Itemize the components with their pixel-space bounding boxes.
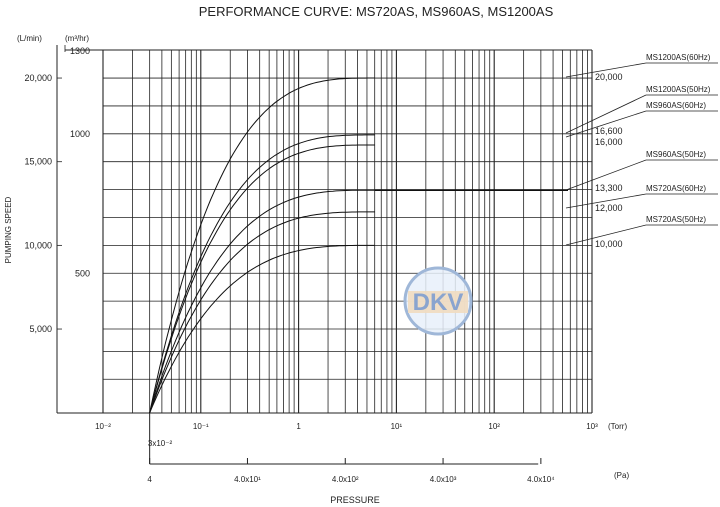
x-tick-label-pa: 4.0x10¹: [234, 475, 261, 484]
series-leader-line: [565, 62, 647, 78]
y-tick-label-m3hr: 1000: [70, 129, 90, 139]
watermark-text: DKV: [413, 289, 464, 316]
series-name-label: MS720AS(50Hz): [646, 215, 706, 224]
grid-lines: [65, 49, 593, 414]
x-tick-label-torr: 1: [296, 422, 301, 431]
series-leader-line: [565, 159, 647, 191]
y-tick-label-lmin: 5,000: [29, 324, 52, 334]
x-tick-label-pa: 4.0x10³: [430, 475, 457, 484]
series-end-value-label: 16,000: [595, 137, 623, 147]
y-tick-label-lmin: 20,000: [24, 73, 52, 83]
y-tick-label-lmin: 15,000: [24, 157, 52, 167]
y-unit-lmin: (L/min): [17, 34, 42, 43]
series-name-label: MS960AS(50Hz): [646, 150, 706, 159]
chart-title: PERFORMANCE CURVE: MS720AS, MS960AS, MS1…: [199, 4, 554, 19]
performance-curves: [149, 77, 568, 413]
series-end-value-label: 10,000: [595, 239, 623, 249]
x-tick-label-torr: 10³: [586, 422, 598, 431]
series-labels: MS1200AS(60Hz) 20,000 MS1200AS(50Hz) 16,600…: [565, 53, 718, 249]
y-unit-m3hr: (m³/hr): [65, 34, 89, 43]
y-tick-label-m3hr: 500: [75, 268, 90, 278]
series-curve: [149, 134, 375, 413]
series-leader-line: [565, 94, 647, 134]
series-name-label: MS720AS(60Hz): [646, 184, 706, 193]
x-start-label: 3x10⁻²: [148, 439, 173, 448]
x-tick-label-torr: 10²: [488, 422, 500, 431]
x-tick-label-torr: 10¹: [391, 422, 403, 431]
series-curve: [149, 189, 375, 413]
watermark-ring: [403, 266, 473, 336]
y-axis-title: PUMPING SPEED: [4, 196, 13, 263]
x-unit-torr: (Torr): [608, 422, 627, 431]
series-end-value-label: 16,600: [595, 126, 623, 136]
x-tick-label-pa: 4: [147, 475, 152, 484]
watermark-band: [408, 291, 468, 313]
dkv-watermark-logo: DKV: [403, 266, 473, 336]
x-tick-label-pa: 4.0x10⁴: [527, 475, 555, 484]
series-leader-line: [565, 193, 647, 209]
x-tick-label-pa: 4.0x10²: [332, 475, 359, 484]
series-end-value-label: 12,000: [595, 203, 623, 213]
y-tick-label-lmin: 10,000: [24, 240, 52, 250]
tick-labels: 20,000 15,000 10,000 5,000 1300 1000 500 10⁻² 10…: [24, 46, 598, 484]
x-axis-title: PRESSURE: [330, 495, 380, 505]
series-leader-line: [565, 224, 647, 246]
x-tick-label-torr: 10⁻¹: [193, 422, 209, 431]
x-unit-pa: (Pa): [614, 471, 629, 480]
axes: [56, 45, 542, 465]
series-curve: [149, 144, 375, 413]
series-curve: [149, 244, 375, 413]
series-end-value-label: 13,300: [595, 183, 623, 193]
series-name-label: MS960AS(60Hz): [646, 101, 706, 110]
series-curve: [149, 211, 375, 413]
series-curve: [149, 77, 375, 413]
series-name-label: MS1200AS(50Hz): [646, 85, 711, 94]
series-end-value-label: 20,000: [595, 72, 623, 82]
series-name-label: MS1200AS(60Hz): [646, 53, 711, 62]
x-tick-label-torr: 10⁻²: [95, 422, 111, 431]
y-tick-label-m3hr: 1300: [70, 46, 90, 56]
series-leader-line: [565, 110, 647, 138]
